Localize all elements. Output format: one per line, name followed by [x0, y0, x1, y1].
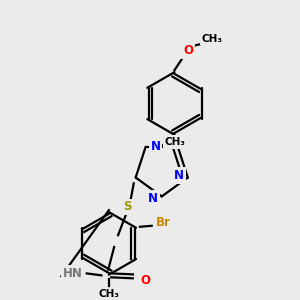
Text: O: O [183, 44, 193, 57]
Text: HN: HN [63, 267, 83, 280]
Text: N: N [174, 169, 184, 182]
Text: O: O [140, 274, 151, 287]
Text: CH₃: CH₃ [164, 137, 185, 147]
Text: N: N [148, 192, 158, 205]
Text: CH₃: CH₃ [98, 289, 119, 299]
Text: Br: Br [156, 216, 171, 230]
Text: S: S [124, 200, 132, 213]
Text: N: N [150, 140, 161, 153]
Text: CH₃: CH₃ [201, 34, 222, 44]
